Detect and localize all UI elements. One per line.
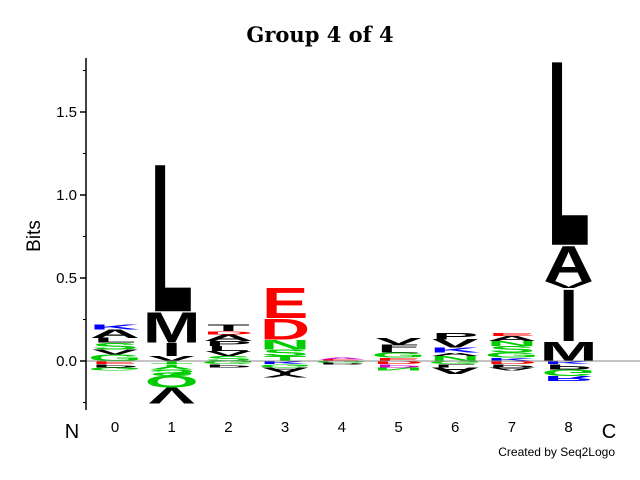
- logo-letter-D: D: [487, 360, 537, 365]
- c-terminal-label: C: [602, 421, 616, 443]
- y-tick-label: 1.0: [56, 187, 77, 204]
- logo-letter-A: A: [487, 335, 537, 343]
- logo-letter-G: G: [88, 353, 142, 363]
- logo-letter-I: I: [559, 275, 578, 357]
- logo-letter-S: S: [92, 341, 138, 351]
- y-axis-ticks: 0.0 0.5 1.0 1.5: [56, 70, 86, 403]
- logo-letter-L: L: [434, 363, 476, 368]
- x-position-label: 5: [394, 419, 402, 436]
- logo-letter-I: I: [162, 339, 181, 360]
- logo-letter-S: S: [149, 367, 195, 377]
- logo-letter-G: G: [88, 367, 142, 372]
- logo-letter-G: G: [371, 352, 425, 360]
- logo-letter-E: E: [262, 279, 308, 328]
- logo-letter-V: V: [205, 350, 251, 358]
- logo-letter-P: P: [205, 363, 251, 368]
- logo-letter-Y: Y: [149, 363, 195, 371]
- logo-letter-P: P: [489, 363, 535, 368]
- logo-letter-K: K: [260, 360, 311, 365]
- logo-letter-V: V: [149, 355, 195, 363]
- logo-letter-N: N: [260, 337, 310, 352]
- chart-title: Group 4 of 4: [246, 22, 393, 47]
- logo-letter-A: A: [203, 333, 253, 343]
- logo-letter-S: S: [205, 355, 251, 363]
- logo-letter-L: L: [377, 349, 419, 354]
- logo-letter-E: E: [489, 332, 535, 337]
- logo-letter-D: D: [260, 313, 310, 346]
- y-tick-label: 0.0: [56, 353, 77, 370]
- logo-letter-M: M: [540, 336, 598, 367]
- logo-letter-T: T: [150, 360, 192, 365]
- logo-letter-M: M: [143, 304, 201, 353]
- logo-letter-V: V: [375, 336, 421, 346]
- logo-letter-N: N: [373, 367, 423, 372]
- logo-letter-P: P: [205, 340, 251, 348]
- logo-letter-S: S: [489, 345, 535, 355]
- logo-letter-T: T: [264, 355, 306, 363]
- logo-letter-Q: Q: [145, 372, 199, 390]
- logo-letter-L: L: [207, 345, 249, 353]
- n-terminal-label: N: [65, 421, 79, 443]
- x-position-label: 4: [338, 419, 346, 436]
- logo-letter-G: G: [428, 360, 482, 365]
- x-position-label: 7: [508, 419, 516, 436]
- logo-letter-E: E: [319, 359, 365, 362]
- logo-letter-P: P: [319, 362, 365, 365]
- logo-letter-E: E: [375, 357, 421, 362]
- y-tick-label: 1.5: [56, 104, 77, 121]
- logo-letter-D: D: [203, 330, 253, 335]
- credit-text: Created by Seq2Logo: [498, 445, 615, 459]
- logo-letter-K: K: [544, 360, 595, 365]
- logo-letter-V: V: [432, 337, 478, 350]
- x-position-label: 8: [564, 419, 572, 436]
- logo-letter-P: P: [545, 363, 591, 371]
- x-position-label: 1: [168, 419, 176, 436]
- logo-letter-T: T: [207, 323, 249, 333]
- logo-letter-K: K: [90, 323, 141, 331]
- logo-letter-E: E: [92, 360, 138, 365]
- logo-letter-G: G: [485, 352, 539, 360]
- logo-letter-G: G: [315, 360, 369, 363]
- logo-letter-Y: Y: [262, 371, 308, 379]
- logo-letter-R: R: [544, 374, 594, 382]
- logo-letter-V: V: [149, 383, 196, 409]
- logo-letter-K: K: [430, 347, 481, 355]
- logo-letter-G: G: [258, 363, 312, 368]
- y-axis-label: Bits: [24, 220, 45, 252]
- logo-letter-L: L: [547, 7, 589, 303]
- logo-letter-A: A: [260, 366, 310, 374]
- logo-glyphs: GVSLAKEPGVIMLTYSQVSVLPADTGPTSNDEKGAYEAGP…: [88, 7, 598, 409]
- x-axis-position-labels: 0 1 2 3 4 5 6 7 8: [111, 419, 573, 436]
- logo-letter-P: P: [375, 363, 421, 368]
- logo-letter-N: N: [487, 340, 537, 348]
- logo-letter-A: A: [317, 357, 367, 360]
- logo-letter-K: K: [487, 357, 538, 362]
- logo-letter-L: L: [94, 337, 136, 345]
- logo-letter-P: P: [92, 363, 138, 368]
- logo-letter-V: V: [545, 280, 591, 290]
- logo-letter-A: A: [544, 235, 594, 292]
- x-position-label: 3: [281, 419, 289, 436]
- logo-letter-G: G: [542, 367, 596, 377]
- logo-letter-N: N: [430, 355, 480, 363]
- logo-letter-F: F: [377, 343, 419, 351]
- x-position-label: 2: [224, 419, 232, 436]
- logo-letter-A: A: [90, 327, 140, 340]
- logo-letter-V: V: [92, 348, 138, 356]
- logo-letter-S: S: [262, 348, 308, 358]
- logo-letter-A: A: [430, 352, 480, 357]
- logo-letter-P: P: [432, 331, 478, 341]
- logo-letter-A: A: [487, 367, 537, 372]
- x-position-label: 0: [111, 419, 119, 436]
- x-position-label: 6: [451, 419, 459, 436]
- logo-letter-A: A: [430, 366, 480, 376]
- logo-letter-L: L: [150, 120, 192, 357]
- y-tick-label: 0.5: [56, 270, 77, 287]
- logo-letter-G: G: [201, 360, 255, 365]
- logo-letter-D: D: [373, 360, 423, 365]
